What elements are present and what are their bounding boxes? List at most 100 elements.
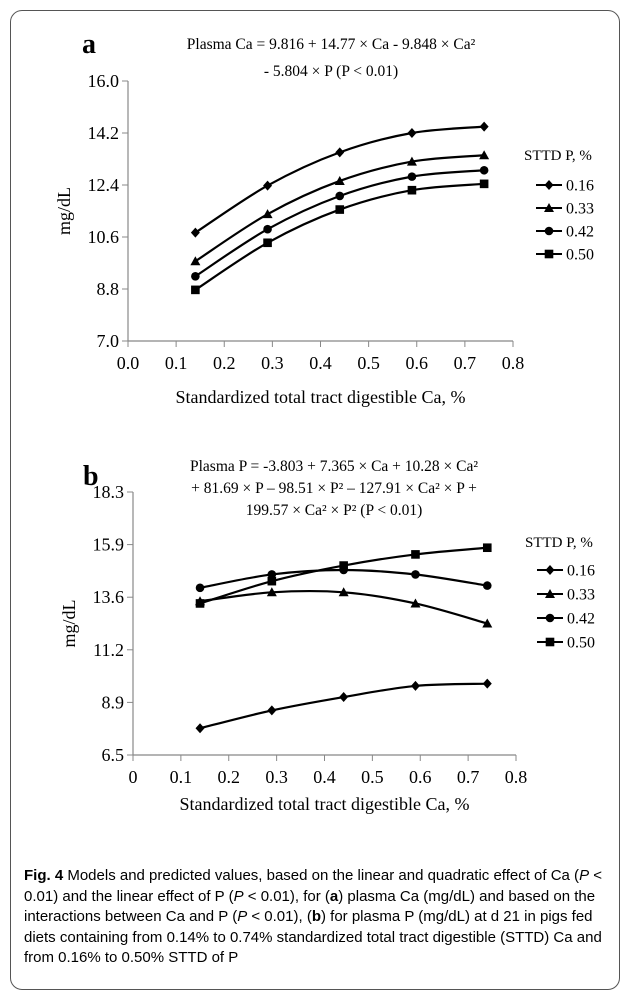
y-tick-label: 10.6 [88,227,120,247]
y-tick-label: 7.0 [97,331,120,351]
data-point [479,165,489,175]
legend-label: 0.33 [566,201,594,218]
data-point [190,227,200,238]
legend-label: 0.16 [567,563,595,580]
y-tick-label: 16.0 [88,71,120,91]
data-point [482,543,492,553]
panel-letter: a [82,29,96,60]
x-tick-label: 0.5 [357,353,380,373]
data-point [482,678,492,689]
y-tick-label: 12.4 [88,175,120,195]
data-point [334,175,345,185]
x-tick-label: 0.2 [213,353,236,373]
x-tick-label: 0.6 [409,767,432,787]
data-point [335,191,345,201]
series-0.50 [195,543,492,608]
data-point [410,598,421,608]
data-point [267,570,277,579]
legend-marker [544,249,554,259]
series-0.16 [195,678,492,734]
x-tick-label: 0.7 [457,767,480,787]
x-axis-label: Standardized total tract digestible Ca, … [176,387,466,407]
series-0.50 [191,179,489,295]
equation-line: 199.57 × Ca² × P² (P < 0.01) [246,502,423,519]
equation-line: + 81.69 × P – 98.51 × P² – 127.91 × Ca² … [191,480,477,497]
x-tick-label: 0.5 [361,767,384,787]
data-point [411,570,420,579]
x-tick-label: 0.4 [309,353,332,373]
data-point [411,550,420,559]
caption-panel-a-ref: a [329,887,339,905]
legend-marker [544,203,554,212]
data-point [482,618,493,628]
data-point [195,723,205,734]
legend-label: 0.50 [567,635,595,652]
series-line [199,682,488,730]
x-tick-label: 0.3 [265,767,288,787]
series-0.16 [190,121,489,238]
y-tick-label: 11.2 [93,640,124,660]
data-point [195,583,205,593]
data-point [266,587,277,597]
legend-marker [545,589,555,598]
data-point [479,150,490,160]
figure-frame [10,10,620,990]
data-point [338,587,349,597]
data-point [191,285,200,295]
caption-text-11: ) for plasma P (mg/dL) at d 21 in pigs f… [24,908,602,966]
data-point [191,271,200,281]
data-point [482,581,492,590]
x-tick-label: 0.6 [406,353,429,373]
x-tick-label: 0.7 [454,353,477,373]
y-axis-label: mg/dL [59,600,79,648]
legend-label: 0.42 [566,224,594,241]
legend-label: 0.33 [567,587,595,604]
y-axis-label: mg/dL [54,187,74,235]
x-tick-label: 0.1 [170,767,193,787]
data-point [267,576,277,586]
data-point [407,172,417,181]
data-point [263,238,272,248]
data-point [335,205,345,214]
x-tick-label: 0.8 [505,767,528,787]
y-tick-label: 8.9 [102,692,125,712]
data-point [479,179,489,189]
caption-text-5: < 0.01), for ( [243,887,330,905]
data-point [263,224,272,234]
series-0.42 [195,565,492,593]
data-point [190,256,201,266]
data-point [263,180,273,191]
figure-charts: a Plasma Ca = 9.816 + 14.77 × Ca - 9.848 … [54,29,595,814]
data-point [267,705,277,716]
series-0.33 [190,150,490,266]
y-tick-label: 14.2 [88,123,120,143]
data-point [410,680,420,691]
series-0.33 [195,587,493,628]
x-tick-label: 0.8 [502,353,525,373]
data-point [479,121,489,132]
legend-label: 0.42 [567,611,595,628]
caption-text-1: Models and predicted values, based on th… [63,867,580,884]
legend-label: 0.16 [566,178,594,195]
legend-marker [545,613,555,623]
x-tick-label: 0.1 [165,353,188,373]
data-point [339,692,349,703]
y-tick-label: 15.9 [93,535,125,555]
data-point [335,147,345,158]
legend-marker [545,565,555,575]
caption-text-3: < 0.01) and the linear effect of P ( [24,867,603,905]
panel-letter: b [83,461,99,492]
caption-p-italic: P [237,908,248,925]
data-point [195,599,205,608]
data-point [339,561,348,570]
data-point [262,209,273,219]
legend-title: STTD P, % [525,535,593,551]
y-tick-label: 8.8 [97,279,120,299]
x-tick-label: 0.4 [313,767,336,787]
data-point [407,185,417,195]
y-tick-label: 18.3 [93,482,125,502]
legend-marker [545,637,555,647]
legend-label: 0.50 [566,247,594,264]
legend-marker [544,226,554,236]
y-tick-label: 13.6 [93,587,125,607]
